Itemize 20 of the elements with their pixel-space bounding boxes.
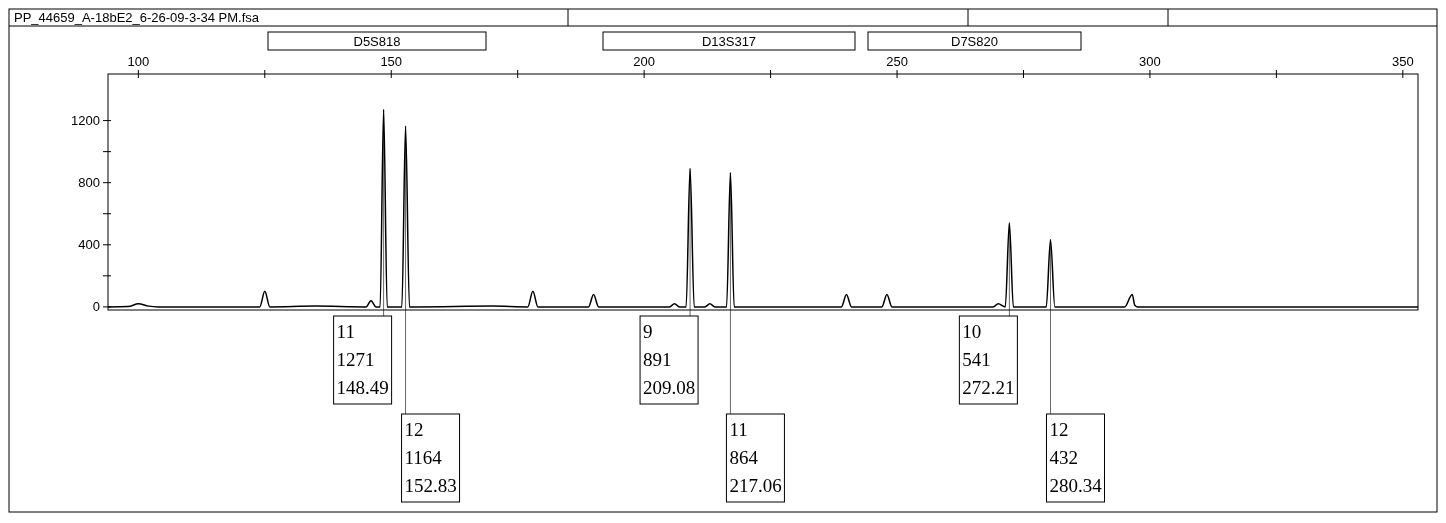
x-tick-label: 350 <box>1391 54 1414 69</box>
chart-title: PP_44659_A-18bE2_6-26-09-3-34 PM.fsa <box>14 10 260 25</box>
x-tick-label: 200 <box>633 54 655 69</box>
y-tick-label: 400 <box>78 236 100 252</box>
annotation: 12 1164 152.83 <box>404 419 457 496</box>
text: D7S820 <box>951 34 998 49</box>
x-tick-label: 300 <box>1139 54 1161 69</box>
text: D5S818 <box>353 34 401 49</box>
annotation: 11 1271 148.49 <box>336 321 389 398</box>
annotation: 12 432 280.34 <box>1049 419 1103 496</box>
x-tick-label: 150 <box>380 54 403 69</box>
y-tick-label: 1200 <box>71 112 100 128</box>
x-tick-label: 250 <box>886 54 908 69</box>
x-tick-label: 100 <box>127 54 150 69</box>
annotation: 11 864 217.06 <box>729 419 782 496</box>
text: D13S317 <box>701 34 757 49</box>
annotation: 9 891 209.08 <box>643 321 696 398</box>
y-tick-label: 800 <box>78 174 100 190</box>
annotation: 10 541 272.21 <box>962 321 1015 398</box>
y-tick-label: 0 <box>92 298 100 314</box>
